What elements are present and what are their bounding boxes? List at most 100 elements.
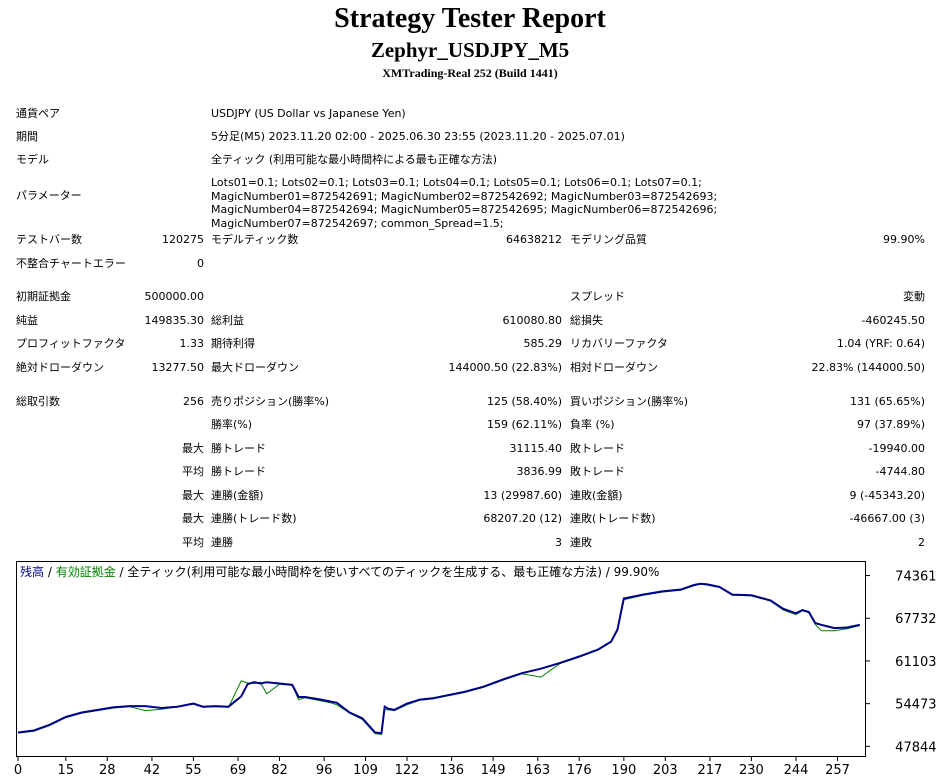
profit-factor-value: 1.33 (179, 337, 205, 350)
x-tick-label: 244 (784, 763, 809, 778)
report-title: Strategy Tester Report (334, 3, 606, 34)
trades-value: 256 (183, 395, 204, 408)
equity-chart-frame (16, 561, 866, 757)
max-word: 最大 (182, 489, 204, 502)
bars-label: テストバー数 (16, 233, 82, 246)
mismatch-label: 不整合チャートエラー (16, 257, 126, 270)
rel-dd-label: 相対ドローダウン (570, 361, 658, 374)
quality-label: モデリング品質 (570, 233, 647, 246)
recovery-value: 1.04 (YRF: 0.64) (836, 337, 925, 350)
net-value: 149835.30 (144, 314, 205, 327)
max-consec-loss-label: 連敗(金額) (570, 489, 623, 502)
long-label: 買いポジション(勝率%) (570, 395, 689, 408)
balance-line (17, 582, 861, 735)
loss-rate-label: 負率 (%) (570, 418, 615, 431)
trades-label: 総取引数 (16, 395, 60, 408)
x-tick-label: 109 (353, 763, 378, 778)
legend-rest: / 全ティック(利用可能な最小時間枠を使いすべてのティックを生成する、最も正確な… (115, 565, 660, 579)
gross-loss-label: 総損失 (570, 314, 603, 327)
avg-word: 平均 (182, 465, 204, 478)
symbol-label: 通貨ペア (16, 107, 60, 120)
gross-profit-value: 610080.80 (502, 314, 563, 327)
x-tick-label: 190 (611, 763, 636, 778)
y-tick-label: 611030 (895, 655, 937, 670)
avg-win-value: 3836.99 (516, 465, 563, 478)
x-tick-label: 230 (739, 763, 764, 778)
avg-consec-win-value: 3 (555, 536, 562, 549)
legend-equity: 有効証拠金 (55, 565, 116, 579)
gross-loss-value: -460245.50 (861, 314, 925, 327)
max-dd-label: 最大ドローダウン (211, 361, 299, 374)
long-value: 131 (65.65%) (849, 395, 925, 408)
max-consec-lossamt-value: -46667.00 (3) (849, 512, 925, 525)
avg-consec-win-label: 連勝 (211, 536, 233, 549)
max-consec-lossamt-label: 連敗(トレード数) (570, 512, 656, 525)
chart-legend: 残高 / 有効証拠金 / 全ティック(利用可能な最小時間枠を使いすべてのティック… (20, 565, 659, 580)
max-word: 最大 (182, 442, 204, 455)
deposit-value: 500000.00 (144, 290, 205, 303)
y-tick-label: 478445 (895, 740, 937, 755)
recovery-label: リカバリーファクタ (570, 337, 668, 350)
legend-balance: 残高 (20, 565, 45, 579)
short-value: 125 (58.40%) (486, 395, 562, 408)
x-tick-label: 0 (14, 763, 22, 778)
avg-win-label: 勝トレード (211, 465, 266, 478)
avg-loss-label: 敗トレード (570, 465, 625, 478)
x-tick-label: 122 (395, 763, 420, 778)
max-dd-value: 144000.50 (22.83%) (448, 361, 562, 374)
spread-label: スプレッド (570, 290, 625, 303)
max-consec-profit-label: 連勝(トレード数) (211, 512, 297, 525)
max-consec-win-value: 13 (29987.60) (483, 489, 562, 502)
equity-line (17, 583, 860, 735)
rel-dd-value: 22.83% (144000.50) (811, 361, 925, 374)
x-tick-label: 136 (439, 763, 464, 778)
legend-sep: / (44, 565, 56, 579)
period-value: 5分足(M5) 2023.11.20 02:00 - 2025.06.30 23… (211, 130, 625, 143)
x-tick-label: 82 (271, 763, 288, 778)
profit-factor-label: プロフィットファクタ (16, 337, 126, 350)
avg-word: 平均 (182, 536, 204, 549)
quality-value: 99.90% (883, 233, 925, 246)
loss-rate-value: 97 (37.89%) (856, 418, 925, 431)
x-tick-label: 28 (99, 763, 116, 778)
x-tick-label: 96 (316, 763, 333, 778)
server-build: XMTrading-Real 252 (Build 1441) (382, 66, 558, 80)
mismatch-value: 0 (197, 257, 204, 270)
params-label: パラメーター (16, 189, 82, 202)
x-tick-label: 15 (58, 763, 75, 778)
ticks-label: モデルティック数 (211, 233, 299, 246)
report-subtitle: Zephyr_USDJPY_M5 (370, 38, 570, 62)
model-label: モデル (16, 153, 49, 166)
largest-win-label: 勝トレード (211, 442, 266, 455)
max-word: 最大 (182, 512, 204, 525)
x-tick-label: 163 (525, 763, 550, 778)
x-tick-label: 42 (144, 763, 161, 778)
largest-loss-value: -19940.00 (868, 442, 925, 455)
x-tick-label: 203 (653, 763, 678, 778)
win-rate-label: 勝率(%) (211, 418, 253, 431)
avg-loss-value: -4744.80 (875, 465, 925, 478)
symbol-value: USDJPY (US Dollar vs Japanese Yen) (211, 107, 406, 120)
payoff-value: 585.29 (523, 337, 563, 350)
max-consec-profit-value: 68207.20 (12) (483, 512, 562, 525)
x-tick-label: 257 (825, 763, 850, 778)
bars-value: 120275 (162, 233, 204, 246)
period-label: 期間 (16, 130, 38, 143)
x-tick-label: 149 (481, 763, 506, 778)
x-tick-label: 176 (567, 763, 592, 778)
deposit-label: 初期証拠金 (16, 290, 71, 303)
ticks-value: 64638212 (506, 233, 562, 246)
max-consec-win-label: 連勝(金額) (211, 489, 264, 502)
payoff-label: 期待利得 (211, 337, 255, 350)
equity-chart: 743615 677323 611030 544737 478445 0 15 28 42 55 6… (14, 570, 937, 778)
max-consec-loss-value: 9 (-45343.20) (849, 489, 925, 502)
short-label: 売りポジション(勝率%) (211, 395, 330, 408)
net-label: 純益 (16, 314, 38, 327)
y-tick-label: 677323 (895, 612, 937, 627)
x-tick-label: 55 (185, 763, 202, 778)
abs-dd-label: 絶対ドローダウン (16, 361, 104, 374)
model-value: 全ティック (利用可能な最小時間枠による最も正確な方法) (211, 153, 498, 166)
avg-consec-loss-value: 2 (918, 536, 925, 549)
params-value: Lots01=0.1; Lots02=0.1; Lots03=0.1; Lots… (211, 176, 718, 230)
y-tick-label: 544737 (895, 698, 937, 713)
